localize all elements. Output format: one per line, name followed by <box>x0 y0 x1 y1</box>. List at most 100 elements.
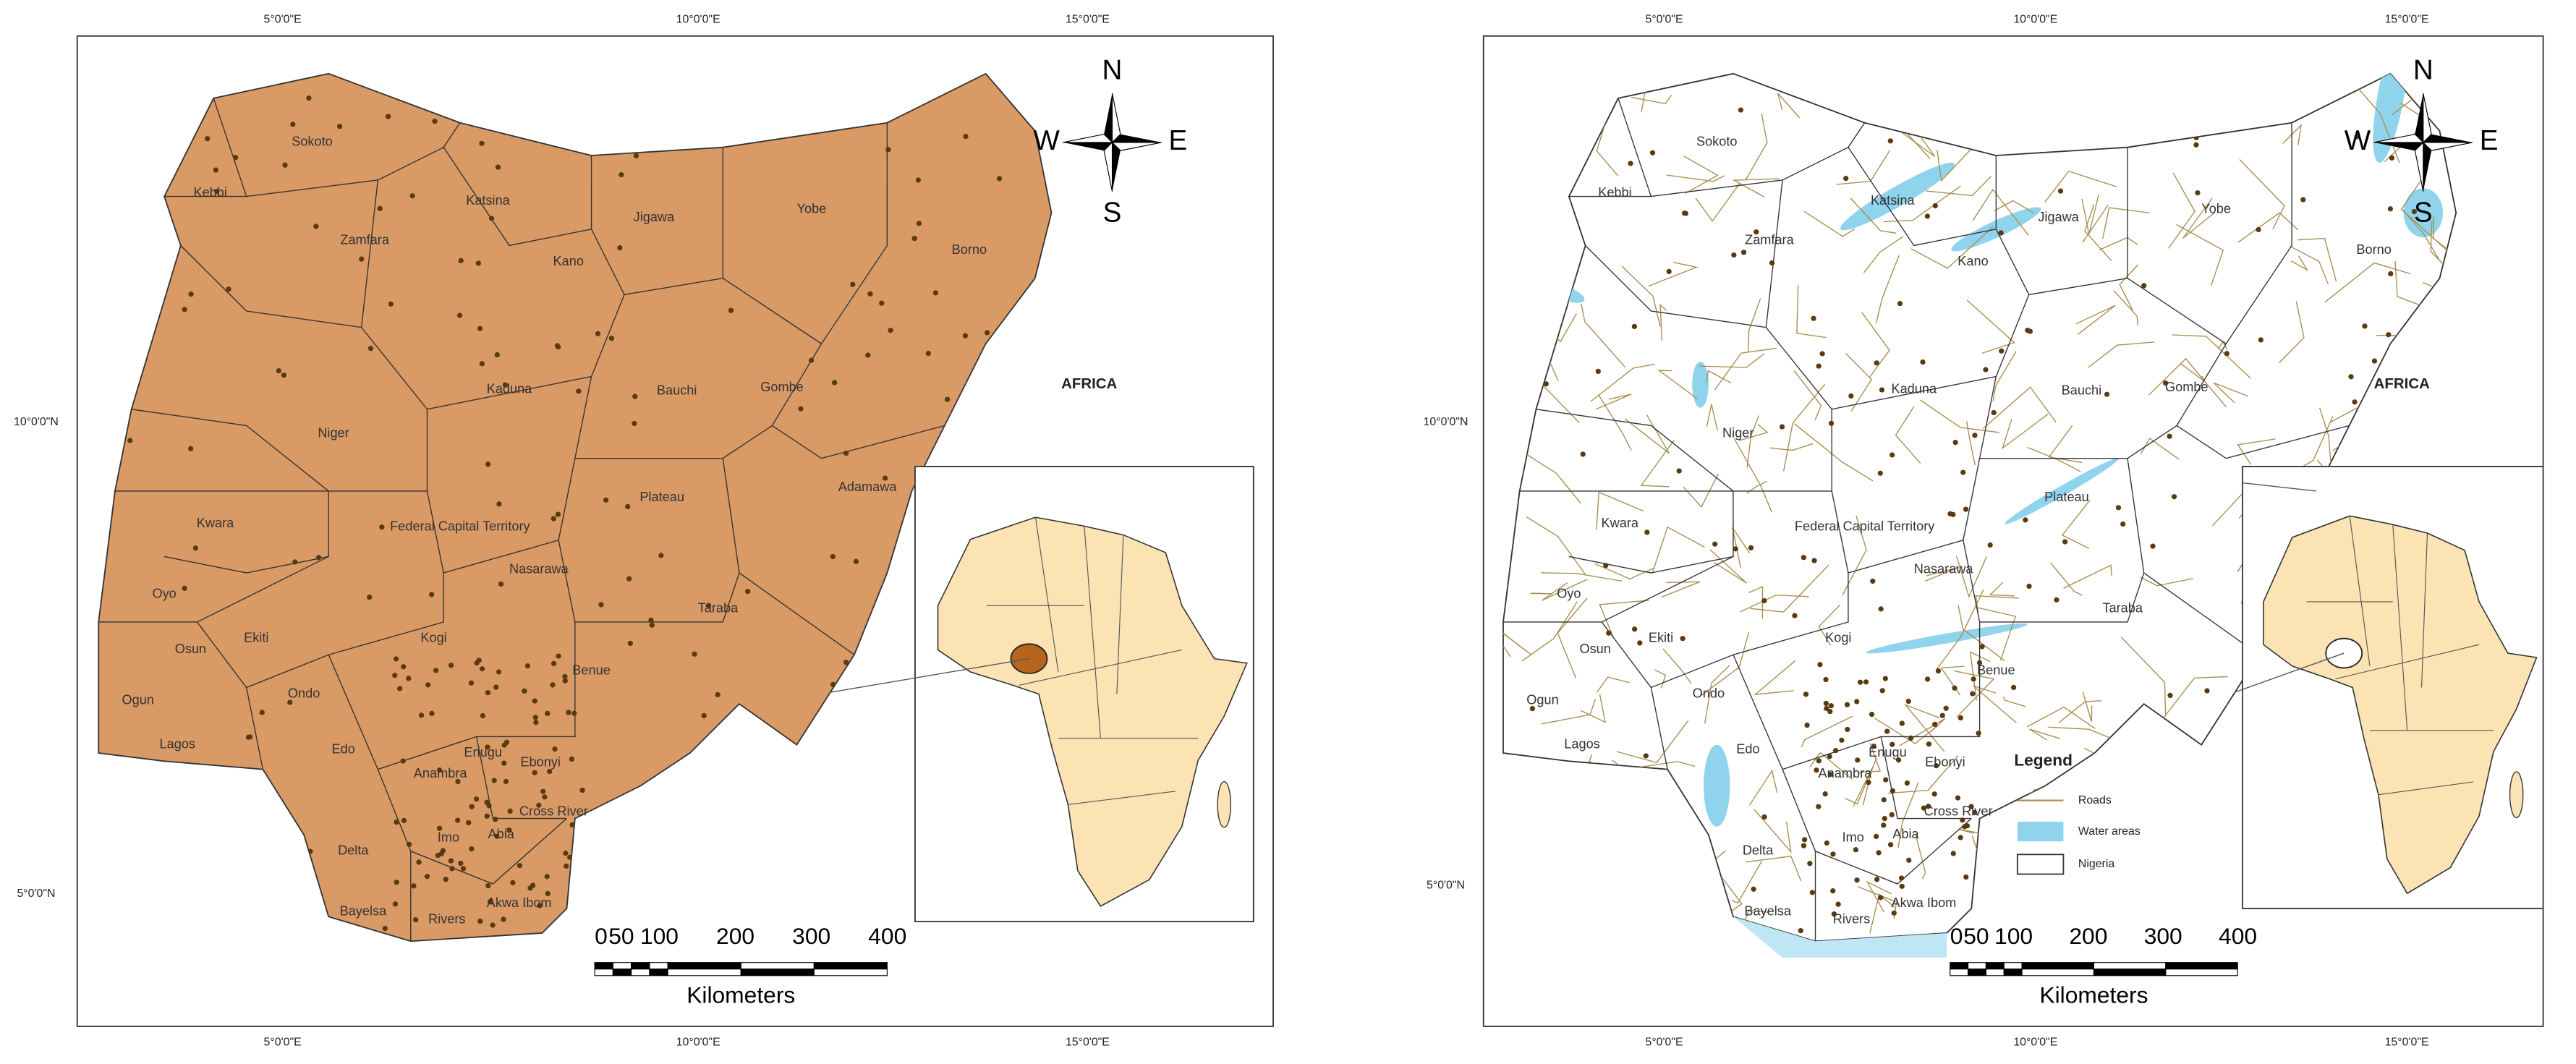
point-location <box>879 300 885 306</box>
road <box>2140 438 2180 460</box>
point-location <box>432 119 438 124</box>
road <box>2402 208 2440 260</box>
state-label: Edo <box>1736 741 1759 756</box>
scale-segment <box>2093 969 2167 976</box>
scale-segment <box>594 962 613 970</box>
point-location <box>1972 433 1978 438</box>
road <box>1992 351 2017 401</box>
point-location <box>1683 210 1688 216</box>
road <box>2026 706 2096 729</box>
state-label: Jigawa <box>634 210 675 224</box>
scale-segment <box>649 969 668 976</box>
road <box>1580 694 1606 723</box>
road <box>1666 174 1725 182</box>
point-location <box>540 788 546 794</box>
point-location <box>1680 636 1686 642</box>
road <box>2050 562 2083 596</box>
road <box>2430 221 2449 270</box>
point-location <box>2150 543 2156 549</box>
state-label: Abia <box>1892 827 1919 841</box>
point-location <box>485 690 491 696</box>
road <box>1863 236 1904 273</box>
point-location <box>1816 804 1822 809</box>
point-location <box>1983 367 1989 373</box>
point-location <box>1947 511 1953 516</box>
road <box>2164 676 2228 718</box>
point-location <box>469 846 475 852</box>
point-location <box>429 710 435 716</box>
point-location <box>1854 877 1860 883</box>
point-location <box>507 808 513 814</box>
scale-unit: Kilometers <box>686 982 795 1008</box>
point-location <box>925 350 931 357</box>
point-location <box>571 710 577 716</box>
scale-unit: Kilometers <box>2039 982 2148 1008</box>
road <box>1732 178 1780 197</box>
point-location <box>984 330 990 336</box>
point-location <box>1543 381 1549 387</box>
point-location <box>2300 197 2306 203</box>
point-location <box>556 344 561 350</box>
country-border <box>2335 644 2480 680</box>
point-location <box>188 446 194 451</box>
state-label: Zamfara <box>1745 232 1795 247</box>
state-label: Lagos <box>160 737 195 752</box>
scale-segment <box>1985 962 2005 970</box>
road <box>2113 290 2139 326</box>
road <box>2084 204 2112 261</box>
country-border <box>2378 781 2474 796</box>
scale-segment <box>1950 962 1969 970</box>
point-location <box>830 553 836 560</box>
point-location <box>2167 433 2172 439</box>
state-label: Rivers <box>428 912 465 927</box>
state-label: Katsina <box>466 193 510 208</box>
scale-segment <box>631 969 650 976</box>
point-location <box>1712 541 1718 547</box>
road <box>1866 880 1892 913</box>
scale-tick-label: 0 <box>595 923 608 949</box>
graticule-label: 5°0'0"E <box>1646 13 1683 25</box>
compass-rose-light <box>2373 93 2473 192</box>
point-location <box>2010 684 2017 691</box>
state-boundary <box>245 687 264 770</box>
madagascar <box>1217 780 1232 828</box>
point-location <box>595 331 601 336</box>
scale-segment <box>594 969 613 976</box>
road <box>2237 438 2276 465</box>
point-location <box>1991 409 1997 416</box>
point-location <box>1631 323 1638 330</box>
point-location <box>400 758 406 764</box>
road <box>1683 473 1719 508</box>
point-location <box>1835 901 1841 907</box>
point-location <box>1920 359 1926 365</box>
graticule-label: 10°0'0"N <box>14 416 59 428</box>
point-location <box>1811 315 1816 321</box>
scale-segment <box>2021 969 2095 976</box>
road <box>2075 305 2116 335</box>
point-location <box>1887 138 1893 144</box>
nigeria-map: Sokoto Kebbi Zamfara Katsina Jigawa Yobe Borno… <box>98 72 1053 942</box>
state-label: Gombe <box>760 380 804 394</box>
point-location <box>1855 757 1861 763</box>
graticule-label: 10°0'0"E <box>676 13 720 25</box>
road <box>1706 404 1718 431</box>
point-location <box>2115 505 2122 511</box>
point-location <box>506 827 512 833</box>
state-label: Kano <box>1957 254 1988 268</box>
road <box>2048 425 2083 464</box>
road <box>1915 835 1926 880</box>
point-location <box>1955 795 1961 801</box>
africa-outline <box>937 516 1248 907</box>
point-location <box>433 668 439 673</box>
point-location <box>425 682 431 688</box>
scale-segment <box>813 969 888 976</box>
scale-segment <box>667 969 741 976</box>
point-location <box>1754 229 1759 235</box>
point-location <box>1897 301 1903 307</box>
point-location <box>962 333 969 339</box>
point-location <box>406 676 412 681</box>
point-location <box>438 851 444 856</box>
road <box>2239 159 2285 230</box>
state-boundary <box>590 147 723 296</box>
road <box>1801 715 1853 747</box>
